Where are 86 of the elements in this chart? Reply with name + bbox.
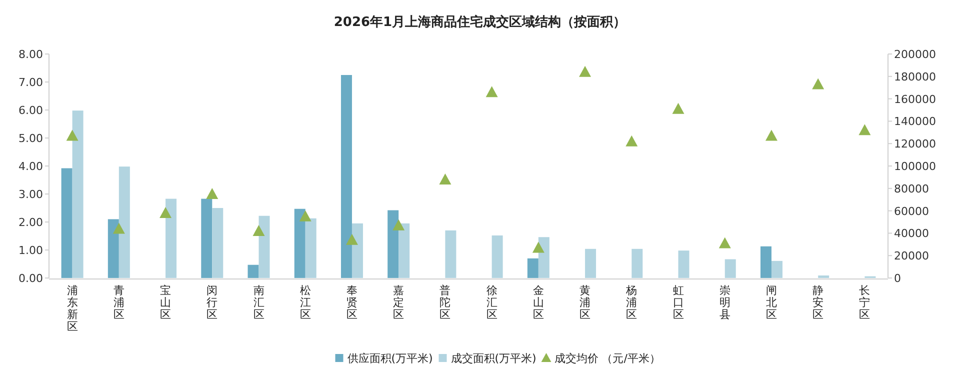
bar: [108, 219, 119, 278]
legend-label: 供应面积(万平米): [347, 352, 433, 365]
y2-tick-label: 20000: [894, 250, 929, 263]
point: [439, 173, 452, 184]
y2-tick-label: 120000: [894, 138, 936, 151]
bar: [352, 223, 363, 278]
x-tick-label: 黄浦区: [580, 284, 591, 321]
x-tick-label: 奉贤区: [346, 284, 358, 321]
bar: [258, 216, 270, 278]
bar: [201, 198, 212, 278]
x-tick-label: 杨浦区: [625, 284, 638, 321]
bar: [294, 208, 306, 278]
bar: [305, 218, 316, 278]
point: [858, 124, 871, 136]
y2-tick-label: 40000: [894, 227, 929, 240]
x-tick-label: 崇明县: [719, 284, 730, 321]
bar: [166, 198, 177, 278]
y-tick-label: 6.00: [18, 104, 43, 117]
point: [626, 135, 638, 146]
point: [299, 210, 312, 222]
y2-tick-label: 0: [894, 272, 901, 285]
y2-tick-label: 180000: [894, 70, 936, 84]
point: [252, 224, 265, 236]
y2-tick-label: 80000: [894, 182, 929, 196]
x-tick-label: 普陀区: [440, 284, 451, 321]
point: [812, 78, 824, 90]
point: [112, 222, 125, 234]
y-tick-label: 2.00: [18, 216, 43, 229]
point: [346, 234, 358, 245]
point: [392, 219, 405, 230]
y2-tick-label: 60000: [894, 204, 929, 218]
x-tick-label: 宝山区: [160, 284, 172, 321]
x-tick-label: 嘉定区: [393, 284, 404, 321]
point: [579, 66, 592, 77]
x-tick-label: 虹口区: [672, 284, 684, 321]
y-tick-label: 5.00: [18, 132, 43, 145]
x-tick-label: 金山区: [532, 284, 544, 321]
bar: [771, 260, 782, 278]
bar: [118, 166, 130, 278]
bar: [398, 223, 410, 278]
point: [765, 130, 778, 141]
x-tick-label: 闵行区: [206, 284, 218, 321]
point: [672, 102, 684, 114]
y2-tick-label: 100000: [894, 160, 936, 173]
bar: [818, 275, 830, 278]
point: [160, 207, 172, 218]
y-tick-label: 7.00: [18, 76, 43, 89]
x-tick-label: 静安区: [812, 284, 824, 321]
point: [66, 130, 78, 141]
bar: [632, 248, 643, 278]
bar: [585, 248, 596, 278]
x-tick-label: 松江区: [300, 284, 311, 321]
bar: [492, 235, 503, 278]
bar: [61, 168, 72, 278]
bar: [72, 110, 84, 278]
y2-tick-label: 160000: [894, 92, 936, 106]
bar: [212, 208, 224, 278]
bar: [538, 237, 550, 278]
x-tick-label: 徐汇区: [486, 284, 498, 321]
y-tick-label: 4.00: [18, 160, 43, 173]
y-tick-label: 3.00: [18, 188, 43, 201]
y-tick-label: 8.00: [18, 48, 43, 61]
bar: [678, 250, 690, 278]
legend-label: 成交均价 （元/平米）: [554, 352, 660, 365]
chart-title: 2026年1月上海商品住宅成交区域结构（按面积）: [334, 14, 626, 30]
x-tick-label: 南汇区: [253, 284, 264, 321]
x-tick-label: 青浦区: [113, 284, 124, 321]
bar: [445, 230, 456, 278]
point: [486, 86, 498, 98]
y2-tick-label: 140000: [894, 115, 936, 128]
x-tick-label: 浦东新区: [66, 284, 78, 333]
bar: [724, 259, 736, 278]
x-tick-label: 长宁区: [859, 284, 870, 321]
bar: [340, 75, 352, 278]
bar: [248, 264, 259, 278]
y-tick-label: 1.00: [18, 244, 43, 257]
legend-label: 成交面积(万平米): [450, 352, 536, 365]
x-tick-label: 闸北区: [766, 284, 777, 321]
point: [532, 242, 544, 253]
bar: [527, 258, 538, 278]
y2-tick-label: 200000: [894, 48, 936, 61]
bar: [760, 246, 772, 278]
point: [206, 188, 218, 199]
bar: [388, 210, 399, 278]
y-tick-label: 0.00: [18, 272, 43, 285]
point: [718, 237, 731, 248]
